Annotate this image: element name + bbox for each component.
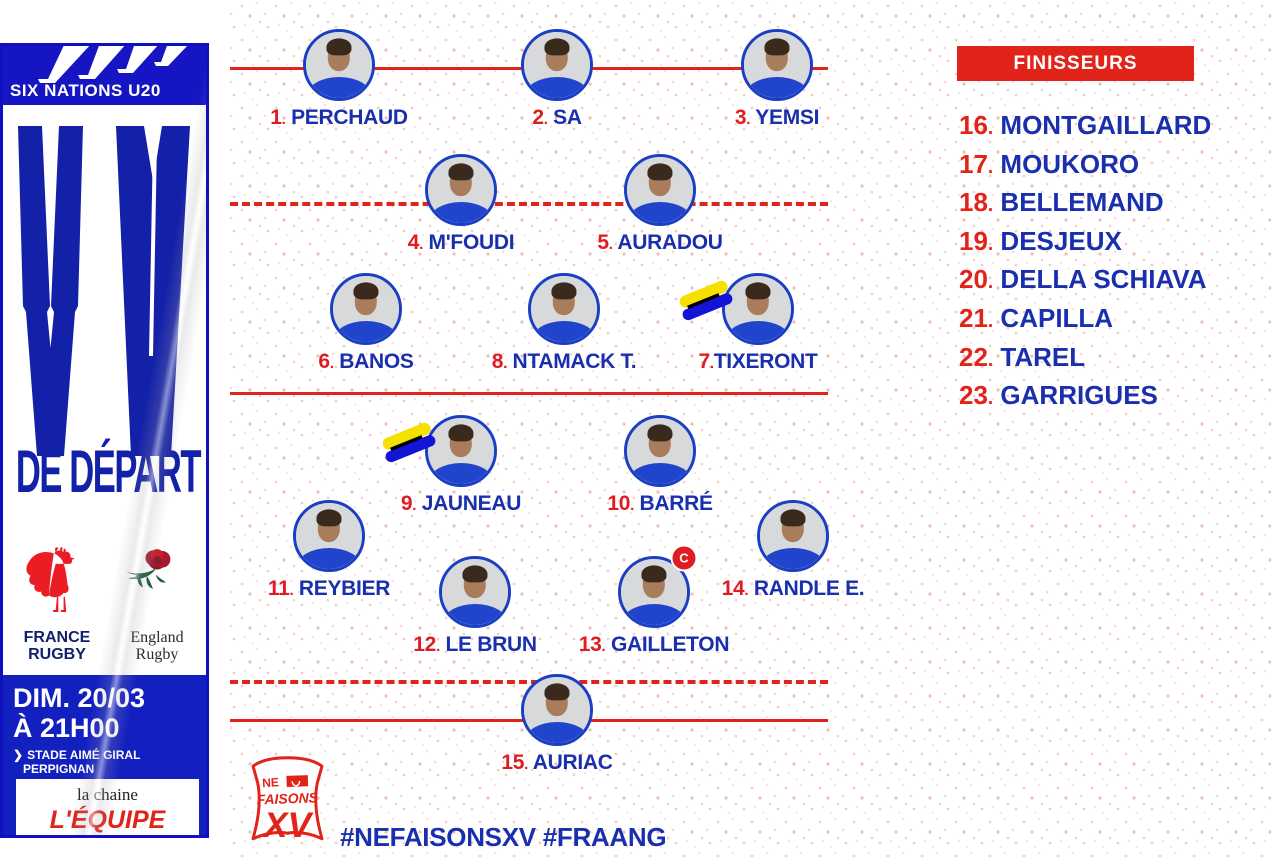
svg-text:FAISONS: FAISONS — [256, 789, 319, 807]
svg-text:XV: XV — [262, 806, 315, 845]
svg-text:NE: NE — [262, 775, 280, 790]
